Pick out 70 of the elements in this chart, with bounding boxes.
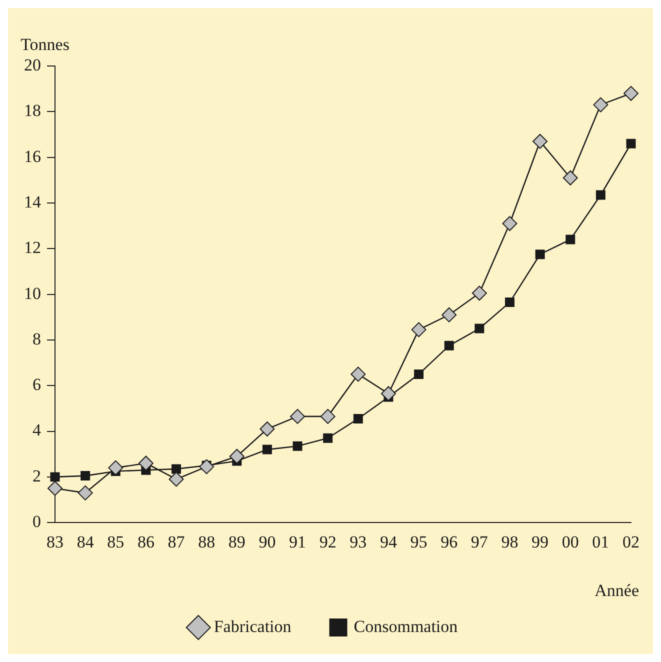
y-tick-label: 2 xyxy=(32,466,41,486)
point xyxy=(168,472,184,487)
point xyxy=(229,448,244,464)
point xyxy=(474,324,484,334)
x-tick-label: 92 xyxy=(319,532,336,552)
point xyxy=(504,298,514,308)
point xyxy=(566,234,576,244)
x-tick-label: 90 xyxy=(258,532,276,552)
point xyxy=(199,459,214,474)
point xyxy=(624,86,638,101)
x-tick-label: 86 xyxy=(137,532,154,552)
x-tick-label: 96 xyxy=(440,532,458,552)
x-tick-label: 93 xyxy=(350,532,367,552)
point xyxy=(172,464,182,474)
point xyxy=(532,134,548,149)
x-tick-label: 98 xyxy=(501,532,518,552)
y-tick-label: 0 xyxy=(32,512,41,532)
point xyxy=(411,322,426,338)
x-tick-label: 91 xyxy=(289,532,306,552)
legend-label: Fabrication xyxy=(214,616,292,636)
point xyxy=(78,485,93,500)
point xyxy=(108,460,124,476)
x-tick-label: 85 xyxy=(107,532,124,552)
x-tick-label: 01 xyxy=(592,532,610,552)
y-tick-label: 4 xyxy=(32,420,42,440)
y-tick-label: 8 xyxy=(32,329,41,348)
point xyxy=(535,250,545,260)
point xyxy=(380,386,396,402)
point xyxy=(442,307,457,322)
point xyxy=(353,414,363,424)
point xyxy=(290,408,306,424)
point xyxy=(444,340,454,350)
point xyxy=(350,366,366,382)
x-tick-label: 87 xyxy=(168,532,186,552)
x-tick-label: 99 xyxy=(532,532,549,552)
y-tick-label: 12 xyxy=(24,238,41,258)
point xyxy=(562,170,578,186)
point xyxy=(596,190,606,200)
point xyxy=(262,444,272,454)
point xyxy=(626,138,636,148)
x-tick-label: 84 xyxy=(76,532,94,552)
point xyxy=(292,441,302,451)
y-tick-label: 14 xyxy=(24,192,42,212)
y-tick-label: 6 xyxy=(32,375,41,394)
x-axis-title: Année xyxy=(594,580,639,600)
point xyxy=(50,472,60,482)
x-tick-label: 02 xyxy=(622,532,640,552)
point xyxy=(593,97,608,112)
y-axis-title: Tonnes xyxy=(20,34,70,54)
point xyxy=(48,480,62,496)
point xyxy=(80,471,90,481)
x-tick-label: 00 xyxy=(562,532,579,552)
x-tick-label: 94 xyxy=(380,532,398,552)
point xyxy=(323,433,333,443)
point xyxy=(414,369,424,379)
point xyxy=(138,456,154,471)
point xyxy=(472,286,487,301)
x-tick-label: 89 xyxy=(228,532,246,552)
x-tick-label: 97 xyxy=(470,532,488,552)
y-tick-label: 20 xyxy=(24,55,41,74)
y-tick-label: 10 xyxy=(24,284,41,303)
x-tick-label: 83 xyxy=(46,532,64,552)
point xyxy=(260,421,275,436)
x-tick-label: 95 xyxy=(410,532,428,552)
point xyxy=(320,408,336,424)
point xyxy=(502,216,518,232)
x-tick-label: 88 xyxy=(198,532,216,552)
y-tick-label: 16 xyxy=(24,146,41,166)
y-tick-label: 18 xyxy=(24,101,41,120)
legend-label: Consommation xyxy=(354,616,458,636)
